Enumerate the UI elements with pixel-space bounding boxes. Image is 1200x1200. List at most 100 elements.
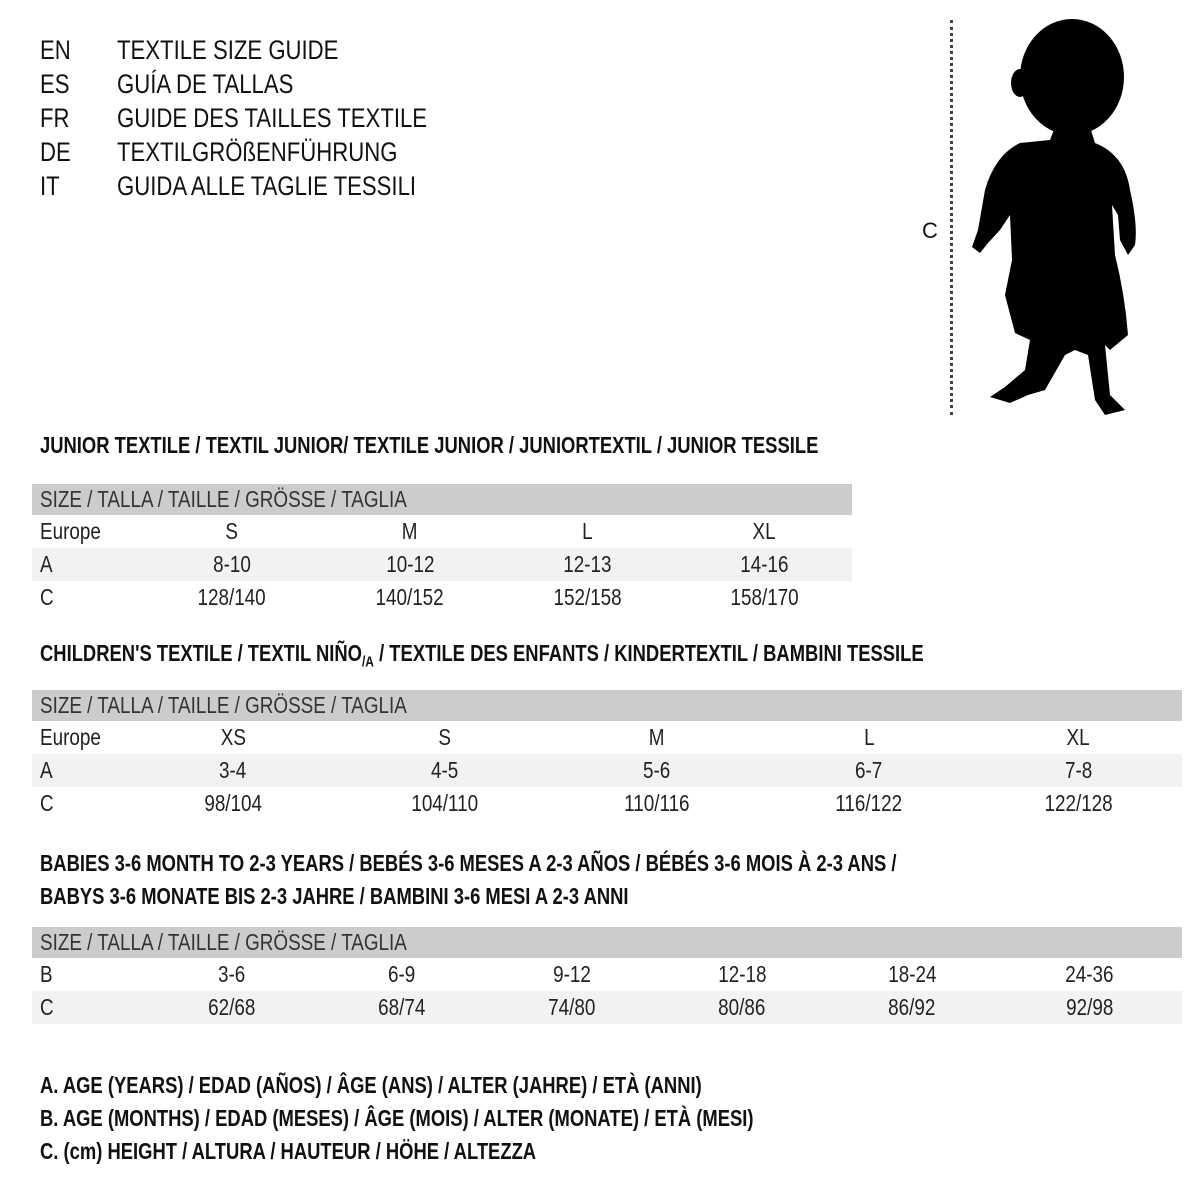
cell: XS — [127, 724, 339, 751]
cell-text: A — [40, 551, 53, 577]
title-text: TEXTILE SIZE GUIDE — [117, 35, 339, 65]
cell: 140/152 — [321, 584, 499, 611]
cell-text: 3-4 — [219, 757, 247, 783]
cell: 3-6 — [147, 961, 317, 988]
table-row-c: C 62/68 68/74 74/80 80/86 86/92 92/98 — [32, 991, 1182, 1024]
cell: 24-36 — [997, 961, 1182, 988]
height-label: C — [922, 218, 938, 243]
cell-text: 104/110 — [411, 790, 479, 816]
cell-text: XL — [752, 518, 777, 544]
cell: 7-8 — [975, 757, 1182, 784]
row-label: C — [32, 790, 127, 817]
cell: 110/116 — [551, 790, 763, 817]
cell: 80/86 — [657, 994, 827, 1021]
table-header-row: SIZE / TALLA / TAILLE / GRÖSSE / TAGLIA — [32, 927, 1182, 958]
legend-text: C. (cm) HEIGHT / ALTURA / HAUTEUR / HÖHE… — [40, 1138, 537, 1164]
children-size-table: SIZE / TALLA / TAILLE / GRÖSSE / TAGLIA … — [32, 690, 1182, 820]
cell: 12-18 — [657, 961, 827, 988]
cell-text: M — [649, 724, 665, 750]
cell-text: 18-24 — [887, 961, 937, 987]
lang-code: IT — [40, 171, 60, 201]
table-row-c: C 128/140 140/152 152/158 158/170 — [32, 581, 852, 614]
table-row-europe: Europe S M L XL — [32, 515, 852, 548]
cell-text: S — [225, 518, 239, 544]
cell-text: A — [40, 757, 53, 783]
legend-b: B. AGE (MONTHS) / EDAD (MESES) / ÂGE (MO… — [40, 1102, 932, 1135]
cell-text: 116/122 — [835, 790, 903, 816]
cell: 74/80 — [487, 994, 657, 1021]
children-section-title: CHILDREN'S TEXTILE / TEXTIL NIÑO/A / TEX… — [40, 640, 1145, 671]
table-row-c: C 98/104 104/110 110/116 116/122 122/128 — [32, 787, 1182, 820]
babies-section-title-1: BABIES 3-6 MONTH TO 2-3 YEARS / BEBÉS 3-… — [40, 850, 1111, 877]
cell: 14-16 — [676, 551, 853, 578]
cell: 12-13 — [499, 551, 676, 578]
cell-text: 6-7 — [855, 757, 883, 783]
cell: 158/170 — [676, 584, 853, 611]
cell: XL — [676, 518, 853, 545]
cell-text: S — [438, 724, 452, 750]
cell-text: 24-36 — [1065, 961, 1114, 987]
lang-code: ES — [40, 69, 70, 99]
cell: 92/98 — [997, 994, 1182, 1021]
cell: 122/128 — [975, 790, 1182, 817]
junior-size-table: SIZE / TALLA / TAILLE / GRÖSSE / TAGLIA … — [32, 484, 852, 614]
cell: 8-10 — [143, 551, 321, 578]
row-label: C — [32, 584, 143, 611]
cell: 18-24 — [827, 961, 997, 988]
cell: S — [143, 518, 321, 545]
cell: 62/68 — [147, 994, 317, 1021]
cell-text: 10-12 — [385, 551, 435, 577]
cell-text: 152/158 — [553, 584, 622, 610]
cell-text: 158/170 — [730, 584, 799, 610]
cell-text: XS — [220, 724, 246, 750]
cell-text: Europe — [40, 724, 101, 750]
cell-text: 14-16 — [740, 551, 789, 577]
cell: 104/110 — [339, 790, 551, 817]
cell-text: XL — [1066, 724, 1091, 750]
table-row-europe: Europe XS S M L XL — [32, 721, 1182, 754]
table-row-a: A 3-4 4-5 5-6 6-7 7-8 — [32, 754, 1182, 787]
cell-text: 12-18 — [717, 961, 767, 987]
cell-text: 3-6 — [218, 961, 246, 987]
babies-size-table: SIZE / TALLA / TAILLE / GRÖSSE / TAGLIA … — [32, 927, 1182, 1024]
cell-text: 68/74 — [378, 994, 426, 1020]
height-dotted-line — [950, 20, 953, 415]
row-label: B — [32, 961, 147, 988]
section-title-text: CHILDREN'S TEXTILE / TEXTIL NIÑO/A / TEX… — [40, 640, 924, 671]
cell-text: L — [582, 518, 593, 544]
row-label: Europe — [32, 724, 127, 751]
header-cell: SIZE / TALLA / TAILLE / GRÖSSE / TAGLIA — [32, 486, 853, 513]
legend-a: A. AGE (YEARS) / EDAD (AÑOS) / ÂGE (ANS)… — [40, 1069, 867, 1102]
title-subscript: /A — [361, 653, 374, 671]
cell-text: B — [40, 961, 53, 987]
section-title-text: JUNIOR TEXTILE / TEXTIL JUNIOR/ TEXTILE … — [40, 432, 819, 458]
table-row-a: A 8-10 10-12 12-13 14-16 — [32, 548, 852, 581]
row-label: A — [32, 757, 127, 784]
cell: 4-5 — [339, 757, 551, 784]
title-part: CHILDREN'S TEXTILE / TEXTIL NIÑO — [40, 640, 362, 666]
cell-text: C — [40, 994, 54, 1020]
cell-text: C — [40, 790, 54, 816]
cell: 152/158 — [499, 584, 676, 611]
cell: S — [339, 724, 551, 751]
cell: 6-7 — [763, 757, 975, 784]
cell-text: 74/80 — [548, 994, 596, 1020]
cell-text: 9-12 — [553, 961, 591, 987]
babies-section-title-2: BABYS 3-6 MONATE BIS 2-3 JAHRE / BAMBINI… — [40, 883, 776, 910]
cell: 10-12 — [321, 551, 499, 578]
title-text: TEXTILGRÖßENFÜHRUNG — [117, 137, 398, 167]
cell-text: 86/92 — [888, 994, 936, 1020]
cell-text: 7-8 — [1064, 757, 1093, 783]
row-label: C — [32, 994, 147, 1021]
cell: L — [499, 518, 676, 545]
cell: M — [551, 724, 763, 751]
table-row-b: B 3-6 6-9 9-12 12-18 18-24 24-36 — [32, 958, 1182, 991]
cell-text: 128/140 — [197, 584, 267, 610]
junior-section-title: JUNIOR TEXTILE / TEXTIL JUNIOR/ TEXTILE … — [40, 432, 1013, 459]
cell-text: 62/68 — [208, 994, 256, 1020]
header-cell: SIZE / TALLA / TAILLE / GRÖSSE / TAGLIA — [32, 929, 1182, 956]
section-title-text: BABIES 3-6 MONTH TO 2-3 YEARS / BEBÉS 3-… — [40, 850, 897, 876]
cell-text: 122/128 — [1044, 790, 1113, 816]
header-cell: SIZE / TALLA / TAILLE / GRÖSSE / TAGLIA — [32, 692, 1182, 719]
cell-text: Europe — [40, 518, 101, 544]
